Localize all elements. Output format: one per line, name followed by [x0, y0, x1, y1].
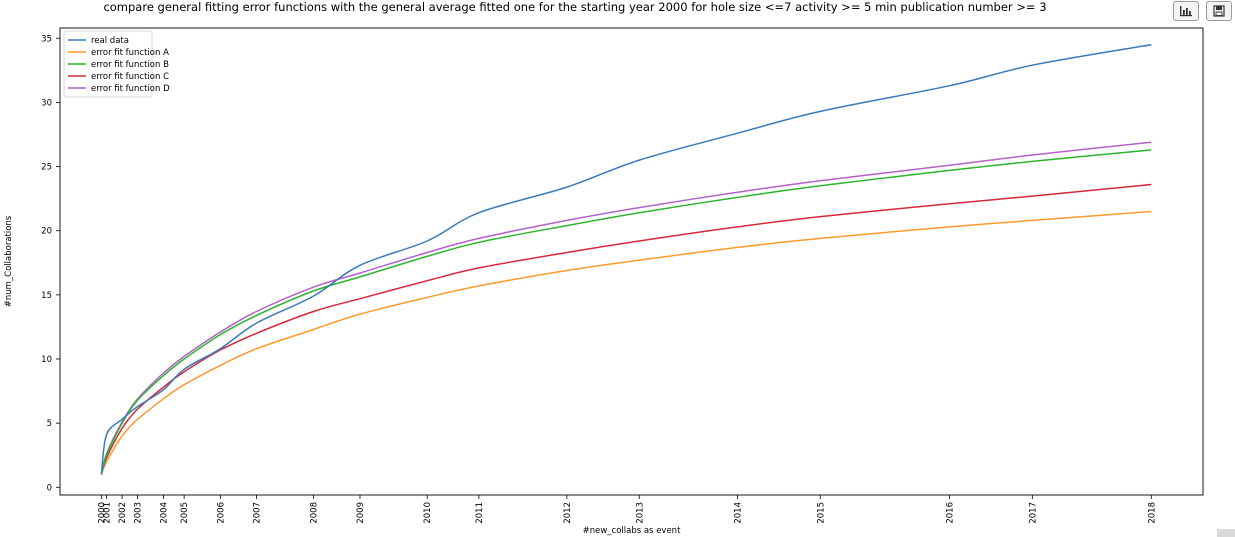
legend-label: error fit function A: [91, 48, 169, 58]
x-tick-label: 2011: [475, 502, 485, 524]
x-tick-label: 2017: [1028, 502, 1038, 524]
legend-label: error fit function D: [91, 84, 170, 94]
x-tick-label: 2015: [816, 502, 826, 524]
x-tick-label: 2006: [216, 502, 226, 524]
y-axis-title: #num_Collaborations: [4, 215, 14, 307]
y-tick-label: 5: [47, 419, 52, 429]
y-tick-label: 35: [41, 34, 52, 44]
y-tick-label: 30: [41, 98, 52, 108]
y-tick-label: 0: [47, 483, 52, 493]
legend-label: real data: [91, 36, 129, 46]
series-line-error-fit-function-d: [100, 141, 1152, 475]
x-tick-label: 2018: [1147, 502, 1157, 524]
x-tick-label: 2003: [134, 502, 144, 524]
x-axis-title: #new_collabs as event: [583, 526, 681, 536]
y-tick-label: 10: [41, 355, 52, 365]
y-tick-label: 15: [41, 291, 52, 301]
x-tick-label: 2008: [309, 502, 319, 524]
x-tick-label: 2002: [118, 502, 128, 524]
x-tick-label: 2014: [734, 502, 744, 524]
x-tick-label: 2012: [563, 502, 573, 524]
series-line-error-fit-function-c: [100, 183, 1152, 475]
series-line-real-data: [100, 43, 1152, 475]
resize-grip[interactable]: [1217, 529, 1235, 537]
x-tick-label: 2016: [946, 502, 956, 524]
x-tick-label: 2009: [356, 502, 366, 524]
x-tick-label: 2007: [253, 502, 263, 524]
y-tick-label: 25: [41, 163, 52, 173]
series-line-error-fit-function-b: [100, 149, 1152, 475]
bar-chart-icon: [1180, 6, 1192, 17]
legend-label: error fit function B: [91, 60, 169, 70]
floppy-disk-icon: [1213, 5, 1225, 17]
x-tick-label: 2005: [180, 502, 190, 524]
x-tick-label: 2000: [97, 502, 107, 524]
x-tick-label: 2001: [103, 502, 113, 524]
x-tick-label: 2010: [423, 502, 433, 524]
legend-label: error fit function C: [91, 72, 169, 82]
series-line-error-fit-function-a: [100, 210, 1152, 475]
x-tick-label: 2013: [635, 502, 645, 524]
chart-view-button[interactable]: [1173, 1, 1199, 21]
y-tick-label: 20: [41, 227, 52, 237]
x-tick-label: 2004: [159, 502, 169, 524]
save-figure-button[interactable]: [1206, 1, 1232, 21]
legend-box: [63, 30, 153, 98]
chart-title: compare general fitting error functions …: [103, 0, 1047, 14]
